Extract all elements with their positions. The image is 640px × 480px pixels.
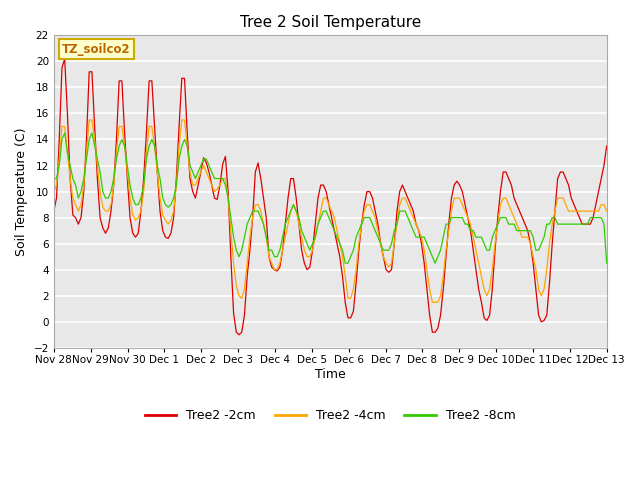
Tree2 -8cm: [344, 260, 352, 266]
Tree2 -4cm: [85, 117, 93, 123]
Line: Tree2 -8cm: Tree2 -8cm: [54, 133, 607, 263]
Tree2 -2cm: [235, 332, 243, 337]
Tree2 -4cm: [603, 208, 611, 214]
Tree2 -4cm: [429, 300, 436, 305]
Line: Tree2 -4cm: Tree2 -4cm: [54, 120, 607, 302]
Tree2 -8cm: [50, 176, 58, 181]
Tree2 -8cm: [113, 156, 120, 162]
Tree2 -2cm: [61, 56, 68, 61]
Tree2 -2cm: [50, 208, 58, 214]
Tree2 -4cm: [330, 215, 338, 220]
Tree2 -8cm: [145, 143, 153, 149]
Tree2 -2cm: [603, 143, 611, 149]
Tree2 -8cm: [464, 221, 472, 227]
Legend: Tree2 -2cm, Tree2 -4cm, Tree2 -8cm: Tree2 -2cm, Tree2 -4cm, Tree2 -8cm: [140, 404, 520, 427]
Tree2 -4cm: [145, 123, 153, 129]
Tree2 -2cm: [145, 78, 153, 84]
Tree2 -4cm: [341, 273, 349, 279]
Text: TZ_soilco2: TZ_soilco2: [62, 43, 131, 56]
Tree2 -2cm: [344, 315, 352, 321]
Title: Tree 2 Soil Temperature: Tree 2 Soil Temperature: [239, 15, 421, 30]
X-axis label: Time: Time: [315, 368, 346, 381]
Tree2 -8cm: [341, 260, 349, 266]
Tree2 -8cm: [603, 260, 611, 266]
Line: Tree2 -2cm: Tree2 -2cm: [54, 59, 607, 335]
Tree2 -4cm: [464, 215, 472, 220]
Tree2 -4cm: [50, 189, 58, 194]
Tree2 -4cm: [200, 163, 207, 168]
Tree2 -2cm: [333, 241, 341, 247]
Tree2 -2cm: [113, 137, 120, 143]
Y-axis label: Soil Temperature (C): Soil Temperature (C): [15, 127, 28, 256]
Tree2 -8cm: [61, 130, 68, 136]
Tree2 -8cm: [330, 228, 338, 233]
Tree2 -2cm: [200, 155, 207, 161]
Tree2 -8cm: [200, 156, 207, 162]
Tree2 -2cm: [464, 215, 472, 220]
Tree2 -4cm: [113, 150, 120, 156]
